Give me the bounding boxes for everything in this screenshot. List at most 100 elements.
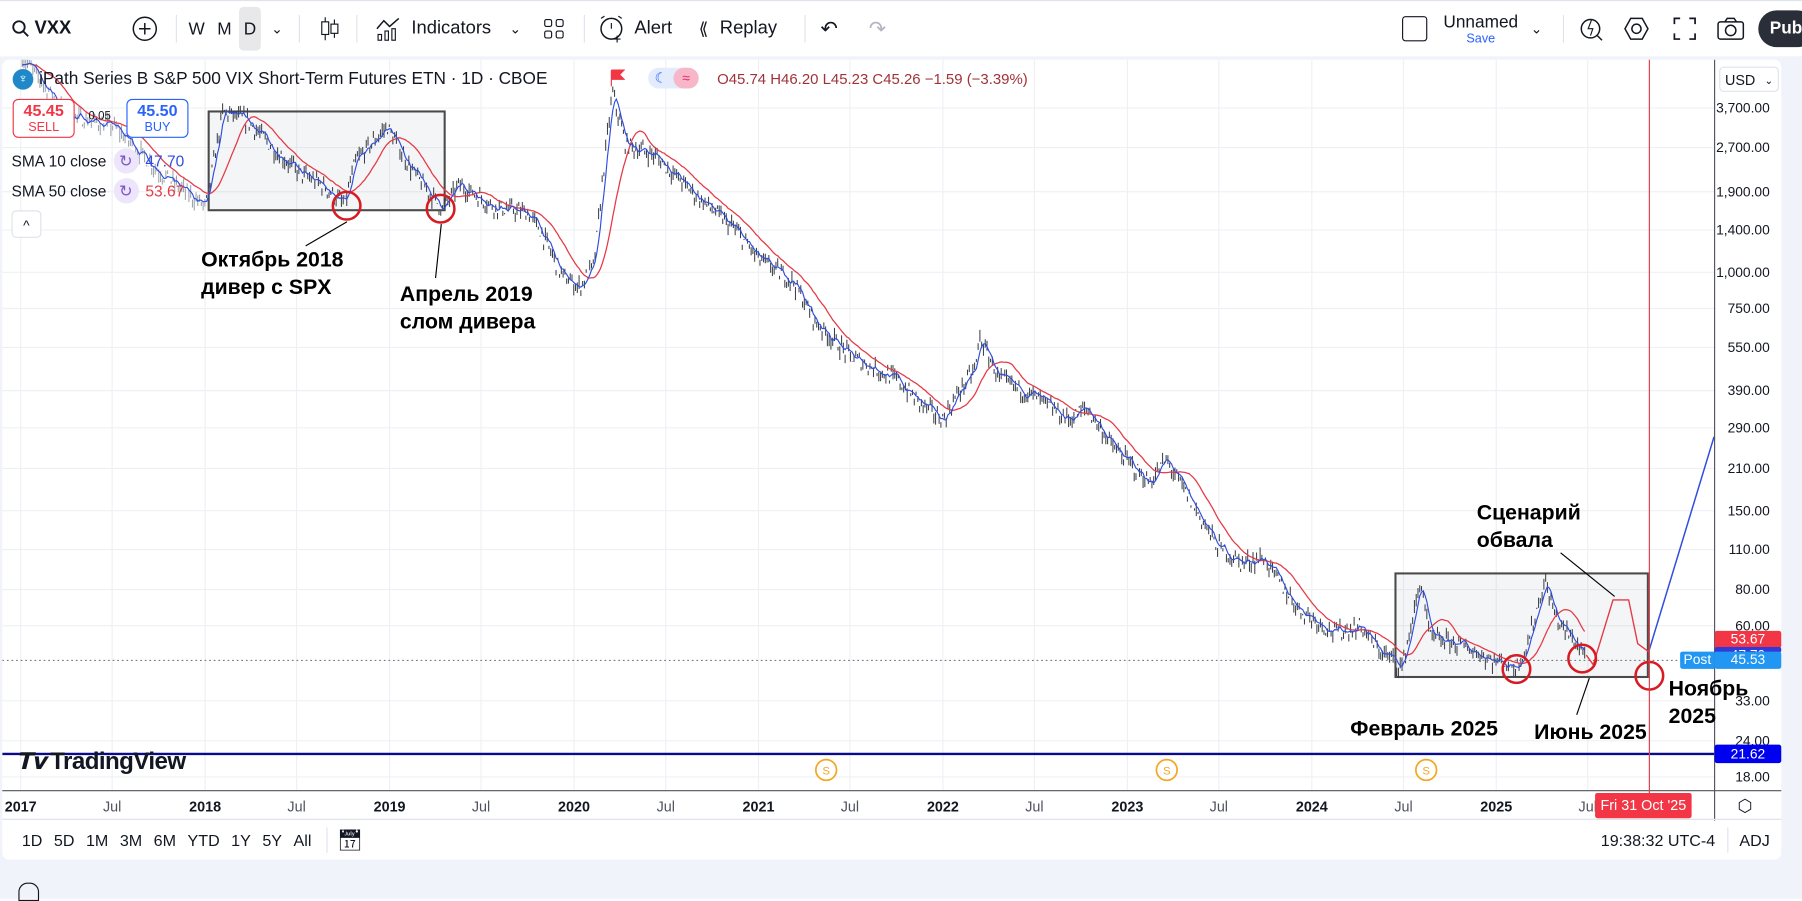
market-status[interactable]: ☾ ≈ (648, 67, 699, 89)
chart-type-button[interactable] (318, 13, 341, 45)
range-1y[interactable]: 1Y (231, 830, 251, 850)
go-to-date-calendar-icon[interactable]: 📅︎ (336, 827, 363, 851)
time-tick-label: 2024 (1296, 799, 1328, 815)
range-1d[interactable]: 1D (21, 830, 43, 850)
screenshot-icon[interactable] (1716, 13, 1746, 45)
replay-label: Replay (719, 18, 778, 38)
range-5d[interactable]: 5D (53, 830, 75, 850)
range-all[interactable]: All (293, 830, 312, 850)
price-tick-label: 1,900.00 (1716, 184, 1770, 199)
symbol-search[interactable]: VXX (11, 13, 71, 45)
dividend-marker (1415, 758, 1438, 782)
sma10-legend[interactable]: SMA 10 close ↻ 47.70 (11, 148, 185, 174)
chevron-down-icon: ⌄ (1764, 74, 1774, 87)
flag-icon[interactable] (609, 69, 626, 87)
divider (298, 14, 300, 43)
tradingview-logo-icon: 𝗧𝘃 (16, 749, 46, 775)
time-tick-label: 2023 (1111, 799, 1143, 815)
price-axis[interactable]: 3,700.00 2,700.00 1,900.00 1,400.00 1,000.00… (1714, 59, 1770, 821)
publish-button[interactable]: Pub (1758, 10, 1802, 48)
time-tick-label: Jul (103, 799, 121, 815)
redo-icon[interactable]: ↷ (868, 16, 887, 40)
annotation-circle (1567, 643, 1598, 674)
location-pin-icon (18, 882, 40, 901)
price-tick-label: 33.00 (1735, 693, 1770, 708)
sma50-value: 53.67 (145, 182, 185, 200)
price-tick-label: 110.00 (1729, 542, 1770, 557)
interval-w[interactable]: W (188, 18, 205, 39)
time-tick-label: 2017 (5, 799, 37, 815)
divider (1726, 827, 1728, 853)
time-tick-label: 2021 (742, 799, 774, 815)
symbol-label: VXX (34, 18, 72, 38)
axis-settings-icon[interactable]: ⬡ (1737, 796, 1753, 816)
alert-button[interactable]: Alert (598, 13, 672, 45)
ohlc-values: O45.74 H46.20 L45.23 C45.26 −1.59 (−3.39… (717, 70, 1028, 88)
refresh-icon[interactable]: ↻ (113, 178, 139, 204)
buy-label: BUY (144, 120, 171, 135)
save-link[interactable]: Save (1466, 32, 1496, 46)
settings-icon[interactable] (1623, 13, 1651, 45)
indicators-button[interactable]: Indicators ⌄ (375, 13, 521, 45)
replay-button[interactable]: ⟪ Replay (699, 13, 777, 45)
currency-selector[interactable]: USD ⌄ (1719, 66, 1779, 92)
price-tick-label: 550.00 (1728, 340, 1770, 355)
time-tick-label: 2020 (558, 799, 590, 815)
divider (583, 14, 585, 43)
time-tick-label: Jul (1210, 799, 1228, 815)
clock[interactable]: 19:38:32 UTC-4 (1600, 830, 1716, 850)
search-icon (12, 20, 29, 37)
sma50-legend[interactable]: SMA 50 close ↻ 53.67 (11, 178, 185, 204)
range-5y[interactable]: 5Y (262, 830, 283, 850)
interval-chevron-down-icon[interactable]: ⌄ (271, 20, 283, 37)
interval-d[interactable]: D (239, 6, 261, 51)
symbol-title[interactable]: iPath Series B S&P 500 VIX Short-Term Fu… (39, 68, 548, 89)
refresh-icon[interactable]: ↻ (113, 148, 139, 174)
fullscreen-icon[interactable] (1672, 13, 1697, 45)
time-tick-label: Jul (1394, 799, 1412, 815)
range-6m[interactable]: 6M (153, 830, 177, 850)
price-tick-label: 80.00 (1735, 582, 1770, 597)
grid-layout-icon (544, 18, 564, 39)
collapse-legend-button[interactable]: ^ (11, 210, 42, 238)
tradingview-watermark[interactable]: 𝗧𝘃 TradingView (16, 747, 186, 776)
undo-icon[interactable]: ↶ (820, 16, 838, 40)
compare-button[interactable] (131, 13, 159, 45)
sell-button[interactable]: 45.45 SELL (12, 98, 75, 138)
range-1m[interactable]: 1M (85, 830, 109, 850)
top-toolbar: VXX W M D ⌄ Indicators ⌄ Alert ⟪ Replay (0, 0, 1802, 57)
layout-name: Unnamed (1443, 12, 1519, 33)
sma10-label: SMA 10 close (11, 152, 107, 170)
multi-select-checkbox[interactable] (1402, 13, 1428, 45)
time-axis[interactable]: 2017 Jul 2018 Jul 2019 Jul 2020 Jul 2021 Jul 2022 J… (2, 790, 1782, 820)
scenario-red-path (1585, 599, 1650, 667)
sma50-line (22, 63, 1586, 664)
indicators-label: Indicators (411, 18, 492, 38)
layout-chevron-down-icon[interactable]: ⌄ (1530, 20, 1543, 37)
price-tick-label: 390.00 (1728, 383, 1770, 398)
indicators-icon (376, 17, 400, 41)
interval-m[interactable]: M (217, 18, 232, 39)
time-tick-label: 2019 (374, 799, 406, 815)
annotation-leader-line (1576, 677, 1590, 715)
annotation-leader-line (434, 224, 442, 279)
range-3m[interactable]: 3M (119, 830, 143, 850)
price-tick-label: 1,000.00 (1716, 265, 1770, 280)
buy-button[interactable]: 45.50 BUY (126, 98, 189, 138)
chart-panel[interactable] (2, 59, 1782, 860)
range-ytd[interactable]: YTD (187, 830, 220, 850)
wave-icon: ≈ (673, 67, 699, 89)
adjust-toggle[interactable]: ADJ (1739, 830, 1770, 850)
quick-search-icon[interactable] (1579, 13, 1604, 45)
layout-name-button[interactable]: Unnamed Save (1443, 13, 1518, 46)
layouts-button[interactable] (542, 13, 565, 45)
time-tick-label: Jul (1025, 799, 1043, 815)
time-tick-label: 2022 (927, 799, 959, 815)
annotation-circle (1501, 654, 1532, 685)
sell-label: SELL (28, 120, 60, 135)
sma10-line (22, 62, 1586, 669)
dividend-marker-label: S (1163, 766, 1171, 778)
sma10-value: 47.70 (145, 152, 185, 170)
